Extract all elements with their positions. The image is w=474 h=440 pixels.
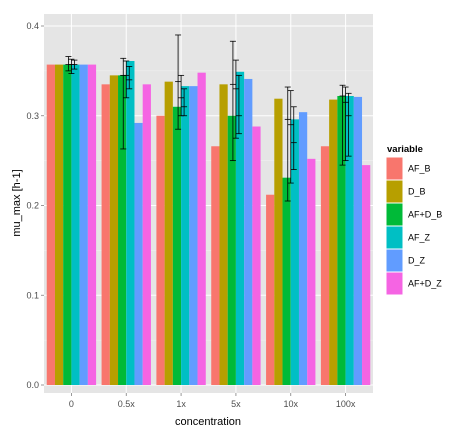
bar-D_Z-0 [79,64,88,385]
x-tick-label: 5x [231,399,241,409]
bar-D_Z-10x [298,112,308,385]
legend-swatch-D_B [386,180,403,203]
legend-swatch-AF+D_Z [386,272,403,295]
legend: variable AF_B D_B AF+D_B AF_Z D_Z AF+D_Z [385,144,442,296]
bar-AF+D_B-0 [63,64,72,385]
y-tick-label: 0.2 [26,201,39,211]
bar-AF+D_B-0.5x [118,75,127,386]
bar-AF_Z-1x [181,86,190,385]
bar-AF_B-0 [46,64,55,385]
bar-AF+D_Z-10x [307,158,316,385]
legend-swatch-AF_Z [386,226,403,249]
legend-label: AF+D_Z [408,279,442,289]
bar-D_B-0.5x [109,75,119,386]
x-tick-label: 100x [336,399,356,409]
x-axis-ticks: 0 0.5x 1x 5x 10x 100x [69,393,356,409]
legend-swatch-AF+D_B [386,203,403,226]
x-tick-label: 0.5x [118,399,136,409]
bar-AF+D_B-1x [172,106,182,386]
error-bars [65,34,352,202]
bar-D_Z-1x [189,86,198,385]
bar-AF_Z-0.5x [126,61,135,385]
y-axis-title: mu_max [h-1] [11,169,23,236]
bar-AF_Z-100x [345,96,354,385]
bar-D_Z-5x [244,78,253,385]
y-tick-label: 0.3 [26,111,39,121]
bar-D_Z-100x [353,96,363,385]
bars [46,61,371,386]
bar-D_B-0 [54,64,64,385]
bar-AF_B-5x [211,146,220,385]
legend-swatch-AF_B [386,157,403,180]
bar-AF_Z-10x [290,119,299,385]
y-tick-label: 0.0 [26,380,39,390]
bar-AF+D_Z-1x [197,72,206,386]
x-tick-label: 10x [283,399,298,409]
bar-AF_B-0.5x [101,84,110,386]
bar-AF+D_B-100x [337,96,346,385]
bar-AF_Z-0 [71,64,80,385]
bar-AF+D_Z-0 [87,64,97,385]
legend-label: AF_Z [408,233,431,243]
legend-label: D_Z [408,256,426,266]
bar-AF_B-100x [320,146,330,385]
bar-D_B-100x [329,99,338,385]
x-tick-label: 1x [176,399,186,409]
bar-AF+D_B-5x [227,115,236,385]
bar-AF+D_Z-100x [362,165,371,385]
bar-AF+D_Z-0.5x [142,84,151,386]
y-tick-label: 0.4 [26,21,39,31]
legend-swatch-D_Z [386,249,403,272]
y-axis-ticks: 0.0 0.1 0.2 0.3 0.4 [26,21,44,390]
bar-D_B-1x [164,81,173,386]
x-axis-title: concentration [175,416,241,428]
bar-D_Z-0.5x [134,122,143,386]
bar-AF+D_Z-5x [252,126,261,386]
bar-AF_Z-5x [235,71,245,386]
bar-AF_B-10x [266,194,275,385]
bar-AF+D_B-10x [282,177,291,385]
legend-label: D_B [408,187,426,197]
bar-D_B-10x [274,98,283,385]
legend-label: AF_B [408,164,431,174]
legend-label: AF+D_B [408,210,442,220]
plot-panel [44,14,373,393]
x-tick-label: 0 [69,399,74,409]
legend-title: variable [387,144,423,155]
bar-D_B-5x [219,84,228,386]
bar-AF_B-1x [156,115,165,385]
y-tick-label: 0.1 [26,290,39,300]
